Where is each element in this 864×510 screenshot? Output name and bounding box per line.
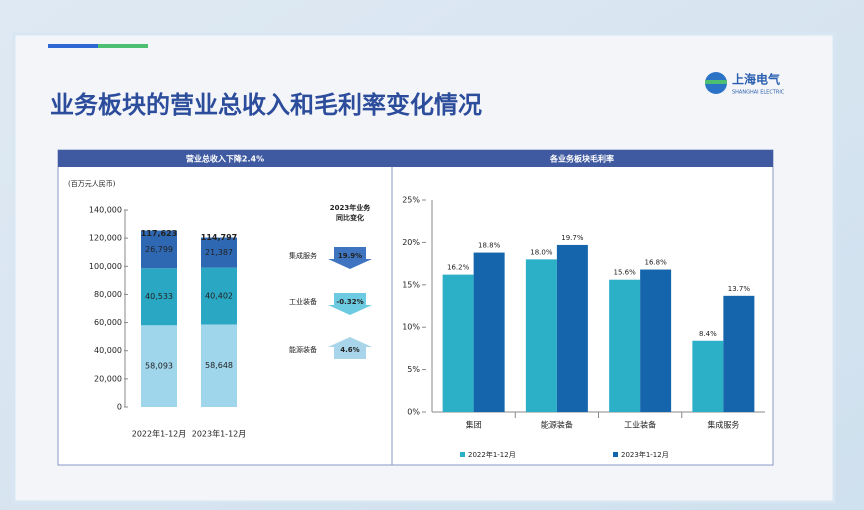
total-label: 114,797 [201, 233, 237, 242]
y-tick-label: 0% [407, 408, 420, 417]
bar [640, 269, 672, 412]
legend-swatch [613, 452, 618, 457]
data-label: 40,402 [205, 292, 233, 301]
change-label: 4.6% [340, 346, 359, 354]
y-tick-label: 40,000 [94, 346, 122, 355]
bar-segment [141, 230, 177, 269]
bar-segment [201, 237, 237, 268]
accent-bar [98, 44, 148, 48]
y-tick-label: 5% [407, 365, 420, 374]
bar [556, 244, 588, 412]
data-label: 40,533 [145, 292, 173, 301]
logo-icon [705, 80, 727, 84]
change-title: 同比变化 [336, 213, 364, 222]
change-title: 2023年业务 [330, 203, 371, 212]
data-label: 8.4% [699, 330, 717, 338]
panel-header [58, 150, 392, 167]
data-label: 19.7% [561, 234, 584, 242]
change-name: 能源装备 [289, 345, 317, 354]
y-tick-label: 15% [402, 280, 420, 289]
y-tick-label: 20% [402, 238, 420, 247]
change-name: 集成服务 [289, 251, 317, 260]
data-label: 18.8% [478, 242, 501, 250]
x-tick-label: 集团 [466, 420, 482, 430]
data-label: 15.6% [614, 269, 637, 277]
bar [692, 340, 724, 412]
legend-label: 2022年1-12月 [468, 450, 516, 459]
legend-label: 2023年1-12月 [621, 450, 669, 459]
change-label: -0.32% [336, 298, 363, 306]
bar [609, 279, 641, 412]
data-label: 16.8% [645, 259, 668, 267]
y-tick-label: 25% [402, 196, 420, 205]
y-tick-label: 10% [402, 323, 420, 332]
data-label: 58,648 [205, 361, 233, 370]
y-tick-label: 100,000 [89, 262, 122, 271]
chart-title: 各业务板块毛利率 [549, 154, 614, 164]
bar-segment [201, 324, 237, 407]
data-label: 18.0% [530, 248, 553, 256]
data-label: 26,799 [145, 245, 173, 254]
bar-segment [201, 267, 237, 325]
y-tick-label: 20,000 [94, 374, 122, 383]
change-arrow [328, 293, 372, 315]
bar [723, 295, 755, 412]
logo-name: 上海电气 [732, 72, 780, 87]
change-label: 19.9% [338, 252, 362, 260]
data-label: 13.7% [728, 285, 751, 293]
data-label: 58,093 [145, 362, 173, 371]
data-label: 16.2% [447, 264, 470, 272]
total-label: 117,623 [141, 229, 177, 238]
slide-title: 业务板块的营业总收入和毛利率变化情况 [50, 91, 482, 119]
y-axis-label: (百万元人民币) [68, 180, 116, 188]
bar-segment [141, 325, 177, 407]
logo-sub: SHANGHAI ELECTRIC [732, 90, 785, 96]
x-tick-label: 能源装备 [541, 420, 573, 430]
y-tick-label: 140,000 [89, 206, 122, 215]
data-label: 21,387 [205, 248, 233, 257]
legend-swatch [460, 452, 465, 457]
bar [525, 259, 557, 412]
x-tick-label: 集成服务 [707, 420, 739, 430]
panel-header [392, 150, 773, 167]
x-tick-label: 2022年1-12月 [132, 429, 187, 439]
bar-segment [141, 268, 177, 326]
y-tick-label: 120,000 [89, 234, 122, 243]
y-tick-label: 80,000 [94, 290, 122, 299]
bar [442, 274, 474, 412]
accent-bar [48, 44, 98, 48]
change-arrow [328, 247, 372, 269]
x-tick-label: 工业装备 [624, 420, 656, 430]
y-tick-label: 0 [117, 403, 122, 412]
x-tick-label: 2023年1-12月 [192, 429, 247, 439]
change-arrow [328, 337, 372, 359]
y-tick-label: 60,000 [94, 318, 122, 327]
change-name: 工业装备 [289, 297, 317, 306]
chart-title: 营业总收入下降2.4% [186, 154, 264, 164]
bar [473, 252, 505, 412]
